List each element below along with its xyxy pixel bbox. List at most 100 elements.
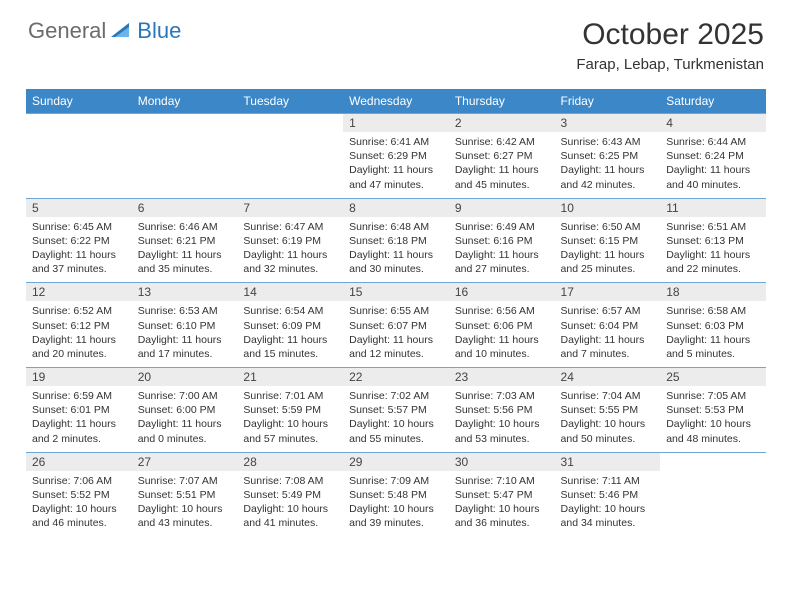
daylight-text-2: and 15 minutes. bbox=[243, 347, 337, 361]
sunset-text: Sunset: 5:48 PM bbox=[349, 488, 443, 502]
daylight-text-1: Daylight: 10 hours bbox=[666, 417, 760, 431]
daylight-text-2: and 22 minutes. bbox=[666, 262, 760, 276]
sunrise-text: Sunrise: 7:04 AM bbox=[561, 389, 655, 403]
day-cell: Sunrise: 6:53 AMSunset: 6:10 PMDaylight:… bbox=[132, 301, 238, 367]
day-cell: Sunrise: 7:08 AMSunset: 5:49 PMDaylight:… bbox=[237, 471, 343, 537]
day-number: 27 bbox=[132, 452, 238, 471]
day-cell: Sunrise: 7:05 AMSunset: 5:53 PMDaylight:… bbox=[660, 386, 766, 452]
sunrise-text: Sunrise: 6:55 AM bbox=[349, 304, 443, 318]
sunset-text: Sunset: 6:16 PM bbox=[455, 234, 549, 248]
day-cell: Sunrise: 6:59 AMSunset: 6:01 PMDaylight:… bbox=[26, 386, 132, 452]
sunrise-text: Sunrise: 6:47 AM bbox=[243, 220, 337, 234]
day-cell: Sunrise: 6:48 AMSunset: 6:18 PMDaylight:… bbox=[343, 217, 449, 283]
day-number: 9 bbox=[449, 198, 555, 217]
day-number-row: 262728293031 bbox=[26, 452, 766, 471]
sunset-text: Sunset: 5:47 PM bbox=[455, 488, 549, 502]
daylight-text-1: Daylight: 10 hours bbox=[32, 502, 126, 516]
sunset-text: Sunset: 5:56 PM bbox=[455, 403, 549, 417]
daylight-text-1: Daylight: 10 hours bbox=[455, 502, 549, 516]
day-number: 13 bbox=[132, 283, 238, 302]
day-header: Monday bbox=[132, 89, 238, 114]
daylight-text-2: and 39 minutes. bbox=[349, 516, 443, 530]
sunset-text: Sunset: 6:13 PM bbox=[666, 234, 760, 248]
day-cell: Sunrise: 6:58 AMSunset: 6:03 PMDaylight:… bbox=[660, 301, 766, 367]
sunset-text: Sunset: 5:59 PM bbox=[243, 403, 337, 417]
sunset-text: Sunset: 6:03 PM bbox=[666, 319, 760, 333]
daylight-text-2: and 55 minutes. bbox=[349, 432, 443, 446]
sunset-text: Sunset: 5:51 PM bbox=[138, 488, 232, 502]
day-cell bbox=[660, 471, 766, 537]
day-cell: Sunrise: 6:51 AMSunset: 6:13 PMDaylight:… bbox=[660, 217, 766, 283]
day-number-row: 567891011 bbox=[26, 198, 766, 217]
daylight-text-1: Daylight: 11 hours bbox=[243, 248, 337, 262]
daylight-text-2: and 48 minutes. bbox=[666, 432, 760, 446]
day-number-row: 19202122232425 bbox=[26, 368, 766, 387]
sunrise-text: Sunrise: 7:10 AM bbox=[455, 474, 549, 488]
day-cell: Sunrise: 6:45 AMSunset: 6:22 PMDaylight:… bbox=[26, 217, 132, 283]
sunrise-text: Sunrise: 7:03 AM bbox=[455, 389, 549, 403]
day-cell: Sunrise: 6:49 AMSunset: 6:16 PMDaylight:… bbox=[449, 217, 555, 283]
logo-text-1: General bbox=[28, 18, 106, 44]
daylight-text-2: and 46 minutes. bbox=[32, 516, 126, 530]
daylight-text-1: Daylight: 10 hours bbox=[349, 502, 443, 516]
daylight-text-2: and 43 minutes. bbox=[138, 516, 232, 530]
day-cell: Sunrise: 7:03 AMSunset: 5:56 PMDaylight:… bbox=[449, 386, 555, 452]
daylight-text-2: and 17 minutes. bbox=[138, 347, 232, 361]
day-header: Thursday bbox=[449, 89, 555, 114]
daylight-text-2: and 53 minutes. bbox=[455, 432, 549, 446]
daylight-text-2: and 25 minutes. bbox=[561, 262, 655, 276]
sunrise-text: Sunrise: 6:45 AM bbox=[32, 220, 126, 234]
sunrise-text: Sunrise: 6:51 AM bbox=[666, 220, 760, 234]
sunrise-text: Sunrise: 6:46 AM bbox=[138, 220, 232, 234]
sunset-text: Sunset: 6:10 PM bbox=[138, 319, 232, 333]
sunrise-text: Sunrise: 7:02 AM bbox=[349, 389, 443, 403]
daylight-text-1: Daylight: 11 hours bbox=[455, 333, 549, 347]
day-number: 7 bbox=[237, 198, 343, 217]
sunset-text: Sunset: 5:57 PM bbox=[349, 403, 443, 417]
daylight-text-2: and 35 minutes. bbox=[138, 262, 232, 276]
day-detail-row: Sunrise: 7:06 AMSunset: 5:52 PMDaylight:… bbox=[26, 471, 766, 537]
daylight-text-1: Daylight: 10 hours bbox=[138, 502, 232, 516]
location: Farap, Lebap, Turkmenistan bbox=[576, 56, 764, 73]
sunrise-text: Sunrise: 6:43 AM bbox=[561, 135, 655, 149]
day-number: 10 bbox=[555, 198, 661, 217]
day-number: 4 bbox=[660, 114, 766, 133]
daylight-text-2: and 57 minutes. bbox=[243, 432, 337, 446]
day-number: 1 bbox=[343, 114, 449, 133]
day-cell: Sunrise: 7:01 AMSunset: 5:59 PMDaylight:… bbox=[237, 386, 343, 452]
daylight-text-1: Daylight: 10 hours bbox=[243, 417, 337, 431]
sunset-text: Sunset: 5:52 PM bbox=[32, 488, 126, 502]
day-cell bbox=[26, 132, 132, 198]
sunrise-text: Sunrise: 6:50 AM bbox=[561, 220, 655, 234]
day-cell: Sunrise: 6:55 AMSunset: 6:07 PMDaylight:… bbox=[343, 301, 449, 367]
day-cell: Sunrise: 7:07 AMSunset: 5:51 PMDaylight:… bbox=[132, 471, 238, 537]
daylight-text-2: and 47 minutes. bbox=[349, 178, 443, 192]
day-number: 20 bbox=[132, 368, 238, 387]
sunset-text: Sunset: 6:07 PM bbox=[349, 319, 443, 333]
sunrise-text: Sunrise: 6:49 AM bbox=[455, 220, 549, 234]
sunset-text: Sunset: 6:27 PM bbox=[455, 149, 549, 163]
day-number bbox=[237, 114, 343, 133]
day-number-row: 1234 bbox=[26, 114, 766, 133]
sunset-text: Sunset: 6:25 PM bbox=[561, 149, 655, 163]
day-cell: Sunrise: 6:52 AMSunset: 6:12 PMDaylight:… bbox=[26, 301, 132, 367]
daylight-text-2: and 50 minutes. bbox=[561, 432, 655, 446]
daylight-text-2: and 27 minutes. bbox=[455, 262, 549, 276]
day-cell: Sunrise: 6:46 AMSunset: 6:21 PMDaylight:… bbox=[132, 217, 238, 283]
day-number: 28 bbox=[237, 452, 343, 471]
daylight-text-2: and 41 minutes. bbox=[243, 516, 337, 530]
day-cell: Sunrise: 6:57 AMSunset: 6:04 PMDaylight:… bbox=[555, 301, 661, 367]
sunrise-text: Sunrise: 6:56 AM bbox=[455, 304, 549, 318]
sunrise-text: Sunrise: 6:58 AM bbox=[666, 304, 760, 318]
daylight-text-1: Daylight: 11 hours bbox=[666, 333, 760, 347]
day-cell: Sunrise: 7:00 AMSunset: 6:00 PMDaylight:… bbox=[132, 386, 238, 452]
daylight-text-1: Daylight: 11 hours bbox=[349, 333, 443, 347]
daylight-text-1: Daylight: 10 hours bbox=[349, 417, 443, 431]
logo-text-2: Blue bbox=[137, 18, 181, 44]
sunset-text: Sunset: 5:55 PM bbox=[561, 403, 655, 417]
day-cell: Sunrise: 6:44 AMSunset: 6:24 PMDaylight:… bbox=[660, 132, 766, 198]
sunset-text: Sunset: 5:49 PM bbox=[243, 488, 337, 502]
header: General Blue October 2025 Farap, Lebap, … bbox=[0, 0, 792, 79]
daylight-text-1: Daylight: 11 hours bbox=[138, 417, 232, 431]
daylight-text-1: Daylight: 11 hours bbox=[455, 163, 549, 177]
